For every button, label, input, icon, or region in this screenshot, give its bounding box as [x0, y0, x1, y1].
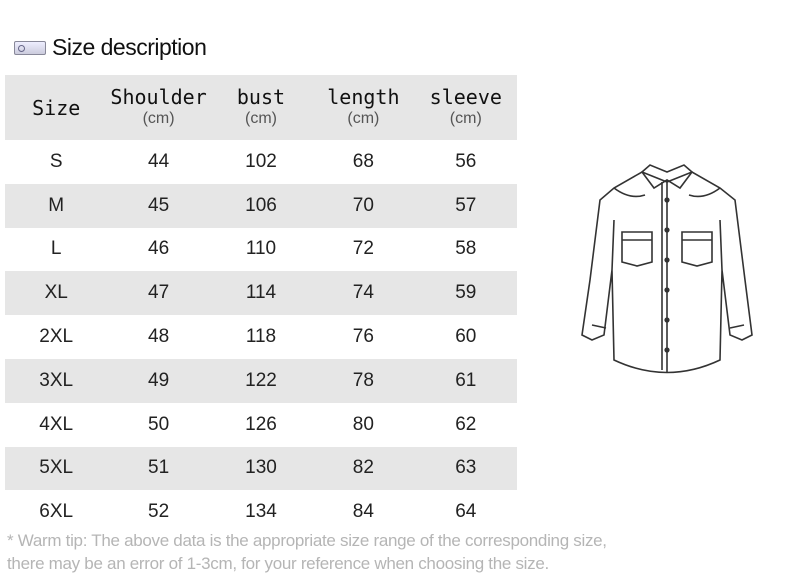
- table-row: XL 47 114 74 59: [5, 271, 517, 316]
- table-cell: 68: [352, 150, 374, 172]
- table-row: M 45 106 70 57: [5, 183, 517, 228]
- table-cell: 52: [148, 501, 170, 523]
- table-cell: 72: [352, 238, 374, 260]
- table-cell: 76: [352, 326, 374, 348]
- table-cell: 70: [312, 183, 415, 228]
- table-cell: 82: [312, 446, 415, 491]
- header-unit: (cm): [142, 109, 175, 127]
- table-cell: 84: [352, 501, 374, 523]
- column-header: sleeve (cm): [414, 75, 517, 140]
- table-cell: L: [50, 238, 62, 260]
- table-cell: 118: [245, 326, 277, 348]
- table-row: 2XL 48 118 76 60: [5, 315, 517, 359]
- table-cell: 50: [148, 413, 170, 435]
- table-row: 4XL 50 126 80 62: [5, 403, 517, 447]
- warm-tip: * Warm tip: The above data is the approp…: [7, 529, 607, 575]
- table-cell: 62: [455, 413, 477, 435]
- header-label: Size: [32, 95, 81, 120]
- table-cell: 57: [414, 183, 517, 228]
- table-cell: 74: [312, 271, 415, 316]
- column-header: Size: [5, 75, 108, 140]
- shirt-illustration: [581, 164, 753, 374]
- table-cell: 78: [312, 358, 415, 403]
- table-cell: M: [5, 183, 108, 228]
- table-cell: 64: [455, 501, 477, 523]
- column-header: length (cm): [312, 75, 415, 140]
- tip-line: there may be an error of 1-3cm, for your…: [7, 554, 549, 573]
- tip-line: * Warm tip: The above data is the approp…: [7, 531, 607, 550]
- table-cell: 4XL: [39, 413, 74, 435]
- table-cell: 61: [414, 358, 517, 403]
- table-cell: 5XL: [5, 446, 108, 491]
- section-title: Size description: [14, 34, 207, 61]
- table-cell: 114: [209, 271, 313, 316]
- table-cell: 80: [352, 413, 374, 435]
- table-cell: 110: [245, 238, 277, 260]
- header-label: bust: [236, 84, 286, 109]
- table-cell: 60: [455, 326, 477, 348]
- table-cell: 106: [209, 183, 313, 228]
- table-row: 3XL 49 122 78 61: [5, 358, 517, 403]
- header-label: sleeve: [429, 84, 502, 109]
- size-table: Size Shoulder (cm) bust (cm) length (cm) sleeve…: [5, 75, 517, 534]
- table-cell: 56: [455, 150, 477, 172]
- header-label: length: [327, 84, 400, 109]
- tag-icon: [14, 40, 46, 55]
- table-row: 5XL 51 130 82 63: [5, 446, 517, 491]
- header-unit: (cm): [347, 109, 380, 127]
- table-cell: 46: [148, 238, 170, 260]
- table-cell: 63: [414, 446, 517, 491]
- table-cell: 51: [107, 446, 210, 491]
- table-cell: XL: [5, 271, 108, 316]
- table-cell: 122: [209, 358, 313, 403]
- table-cell: 126: [245, 413, 277, 435]
- column-header: Shoulder (cm): [107, 75, 210, 140]
- table-cell: 45: [107, 183, 210, 228]
- title-text: Size description: [52, 34, 207, 60]
- table-cell: 47: [107, 271, 210, 316]
- table-cell: 3XL: [5, 358, 108, 403]
- table-cell: 49: [107, 358, 210, 403]
- column-header: bust (cm): [209, 75, 313, 140]
- table-cell: 102: [245, 150, 277, 172]
- table-cell: 6XL: [39, 501, 74, 523]
- table-row: L 46 110 72 58: [5, 228, 517, 272]
- table-row: 6XL 52 134 84 64: [5, 490, 517, 534]
- table-cell: 48: [148, 326, 170, 348]
- table-cell: 59: [414, 271, 517, 316]
- table-cell: 2XL: [39, 326, 74, 348]
- table-cell: 134: [245, 501, 277, 523]
- table-cell: 44: [148, 150, 170, 172]
- table-cell: S: [49, 150, 63, 172]
- header-unit: (cm): [449, 109, 482, 127]
- header-unit: (cm): [244, 109, 277, 127]
- table-row: S 44 102 68 56: [5, 140, 517, 184]
- table-cell: 58: [455, 238, 477, 260]
- table-cell: 130: [209, 446, 313, 491]
- header-label: Shoulder: [110, 84, 207, 109]
